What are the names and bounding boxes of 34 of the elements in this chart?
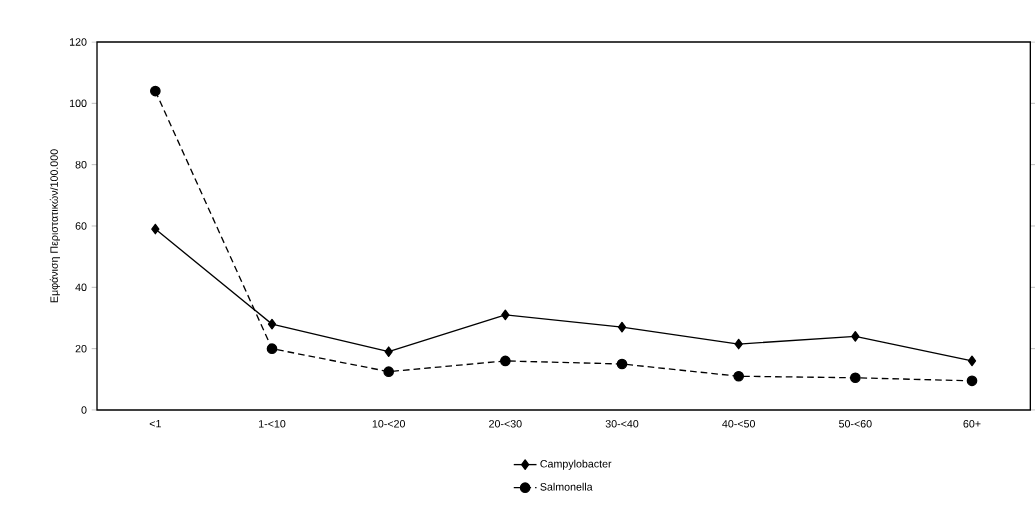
y-tick-label: 120: [69, 38, 87, 46]
point: [966, 375, 978, 387]
point: [616, 358, 628, 370]
x-tick-label: 40-<50: [722, 420, 756, 428]
point: [734, 338, 743, 350]
x-tick-label: 20-<30: [489, 420, 522, 428]
point: [733, 370, 744, 382]
point: [150, 85, 161, 97]
x-tick-label: 30-<40: [605, 420, 639, 428]
y-tick-label: 0: [81, 406, 87, 414]
point: [267, 318, 277, 330]
point: [617, 321, 627, 333]
y-axis-title: Εμφάνιση Περιστατικών/100.000: [49, 149, 61, 303]
x-tick-label: <1: [149, 420, 161, 428]
y-tick-label: 60: [75, 222, 87, 230]
point: [851, 331, 860, 342]
y-tick-label: 40: [75, 283, 87, 292]
point: [384, 346, 393, 358]
legend-label: Salmonella: [540, 482, 593, 491]
x-tick-label: 50-<60: [839, 420, 872, 428]
x-tick-label: 1-<10: [259, 420, 286, 428]
point: [501, 309, 510, 321]
y-tick-label: 80: [75, 160, 87, 169]
point: [383, 366, 395, 377]
point: [500, 355, 511, 367]
point: [850, 372, 861, 384]
x-tick-label: 10-<20: [372, 420, 406, 428]
x-tick-label: 60+: [963, 420, 981, 428]
y-tick-label: 100: [69, 99, 87, 108]
point: [266, 343, 278, 354]
point: [151, 223, 160, 235]
legend-label: Campylobacter: [540, 459, 612, 470]
y-tick-label: 20: [75, 344, 87, 353]
point: [967, 355, 977, 367]
